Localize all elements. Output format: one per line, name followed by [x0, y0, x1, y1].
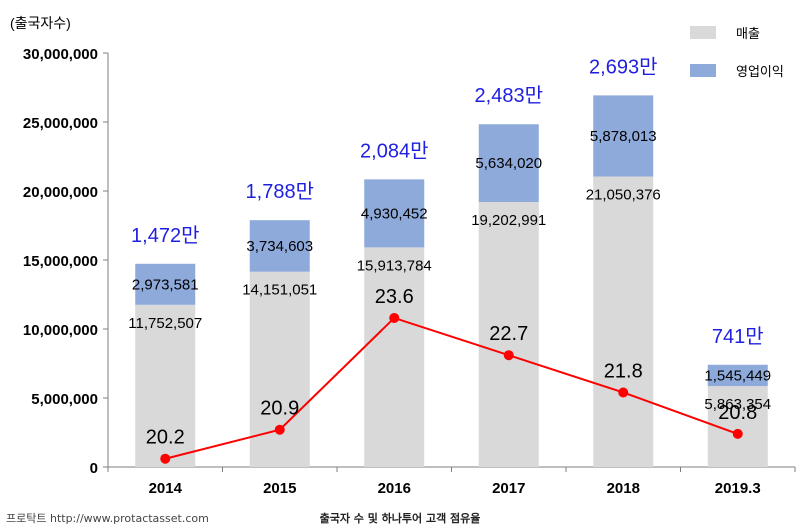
share-label: 20.9: [260, 398, 299, 420]
y-tick-label: 25,000,000: [23, 115, 98, 132]
bar-operating-profit: [478, 124, 539, 202]
y-tick-label: 5,000,000: [31, 391, 98, 408]
bar-sales: [135, 304, 196, 467]
x-tick-label: 2019.3: [715, 480, 761, 497]
share-point: [503, 350, 514, 361]
total-label: 1,472만: [131, 224, 199, 247]
data-label-sales: 19,202,991: [471, 212, 546, 229]
share-label: 20.8: [718, 402, 757, 424]
source-text: 프로탁트 http://www.protactasset.com: [6, 512, 209, 525]
x-tick-label: 2015: [263, 480, 296, 497]
legend-swatch-operating-profit: [690, 64, 716, 77]
bar-sales: [593, 176, 654, 467]
share-point: [732, 428, 743, 439]
bar-operating-profit: [364, 179, 425, 248]
y-tick-label: 15,000,000: [23, 253, 98, 270]
data-label-operating-profit: 1,545,449: [704, 367, 771, 384]
bar-operating-profit: [707, 364, 768, 387]
bar-sales: [478, 201, 539, 467]
legend-label-operating-profit: 영업이익: [736, 64, 784, 79]
total-label: 1,788만: [246, 180, 314, 203]
y-axis-label: (출국자수): [10, 15, 71, 31]
total-label: 2,483만: [475, 84, 543, 107]
share-label: 22.7: [489, 323, 528, 345]
data-label-operating-profit: 4,930,452: [361, 205, 428, 222]
data-label-operating-profit: 2,973,581: [132, 276, 199, 293]
total-label: 741만: [712, 325, 764, 348]
share-point: [389, 312, 400, 323]
bar-line-chart: (출국자수) 0 5,000,000 10,000,000 15,000,000 20,0…: [10, 15, 796, 497]
share-label: 23.6: [375, 286, 414, 308]
legend-swatch-sales: [690, 26, 716, 39]
data-label-operating-profit: 3,734,603: [246, 238, 313, 255]
x-tick-label: 2016: [378, 480, 411, 497]
y-tick-label: 10,000,000: [23, 322, 98, 339]
data-label-sales: 14,151,051: [242, 282, 317, 299]
y-tick-label: 0: [90, 460, 98, 477]
y-tick-label: 30,000,000: [23, 46, 98, 63]
x-tick-label: 2014: [149, 480, 183, 497]
y-tick-label: 20,000,000: [23, 184, 98, 201]
x-tick-label: 2018: [607, 480, 640, 497]
data-label-operating-profit: 5,634,020: [475, 155, 542, 172]
share-point: [274, 424, 285, 435]
data-label-sales: 5,863,354: [704, 396, 771, 413]
data-label-sales: 21,050,376: [586, 187, 661, 204]
chart-caption: 출국자 수 및 하나투어 고객 점유율: [319, 512, 481, 525]
legend-label-sales: 매출: [736, 26, 760, 41]
share-line: [165, 316, 739, 460]
bar-sales: [364, 247, 425, 467]
data-label-operating-profit: 5,878,013: [590, 128, 657, 145]
data-label-sales: 11,752,507: [128, 315, 202, 332]
share-point: [160, 453, 171, 464]
share-label: 20.2: [146, 427, 185, 449]
bar-operating-profit: [249, 220, 310, 272]
bar-operating-profit: [135, 263, 196, 305]
data-label-sales: 15,913,784: [357, 257, 432, 274]
bar-sales: [249, 271, 310, 467]
total-label: 2,084만: [360, 139, 428, 162]
x-tick-label: 2017: [492, 480, 525, 497]
share-label: 21.8: [604, 360, 643, 382]
total-label: 2,693만: [589, 55, 657, 78]
share-point: [618, 387, 629, 398]
bar-operating-profit: [593, 95, 654, 177]
